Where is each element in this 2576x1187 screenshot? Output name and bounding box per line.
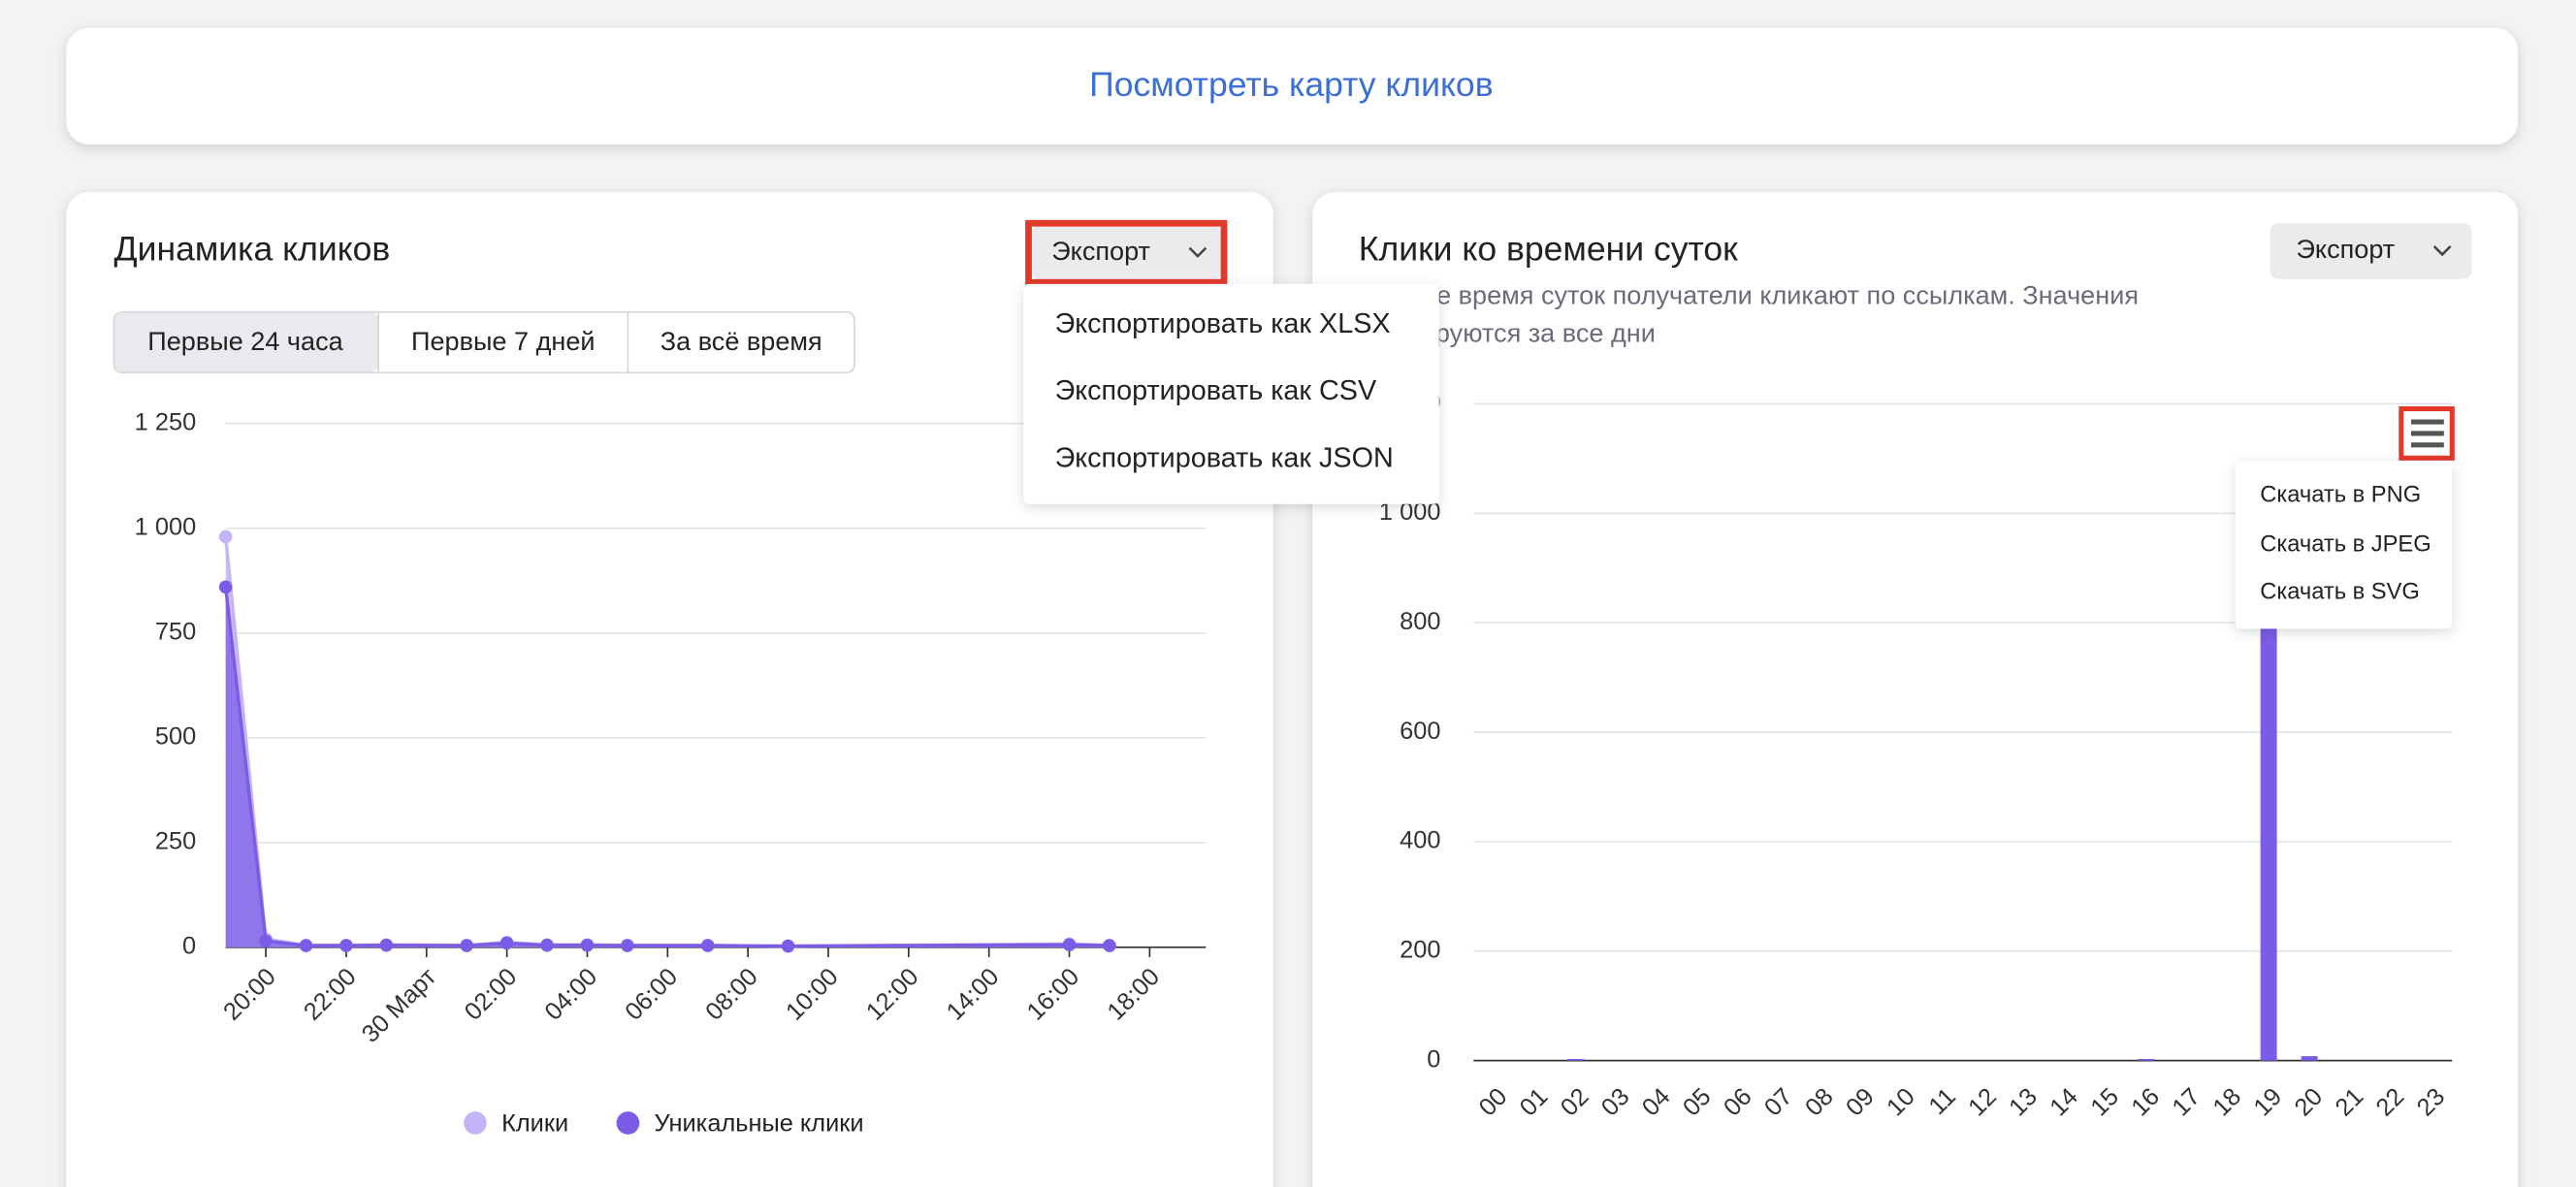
bar [1566,1058,1584,1061]
menu-item[interactable]: Экспортировать как JSON [1055,443,1394,474]
y-tick-label: 500 [155,723,196,751]
card-title: Динамика кликов [114,229,391,268]
export-menu: Экспортировать как XLSX Экспортировать к… [1023,283,1439,504]
point [218,580,233,594]
point [700,939,715,952]
menu-bg [1023,283,1439,504]
menu-item[interactable]: Скачать в SVG [2260,579,2420,604]
y-tick-label: 200 [1400,936,1440,963]
line [223,587,1110,948]
legend-label: Клики [501,1109,568,1137]
y-tick-label: 1 000 [135,513,197,540]
point [299,939,313,952]
point [1103,939,1116,952]
legend-marker [464,1111,487,1135]
tab[interactable]: За всё время [660,326,822,356]
tab-selected-bg [114,312,379,372]
bar [2260,590,2277,1061]
point [1062,938,1077,952]
y-tick-label: 800 [1400,608,1440,635]
y-tick-label: 750 [155,619,196,646]
point [781,939,795,953]
left-card [66,192,1273,1187]
download-menu: Скачать в PNG Скачать в JPEG Скачать в S… [2235,461,2453,629]
menu-item[interactable]: Экспортировать как XLSX [1055,308,1391,339]
button-bg [1031,226,1221,279]
button-label: Экспорт [1051,236,1150,266]
point [499,936,514,950]
menu-item[interactable]: Скачать в PNG [2260,483,2421,508]
export-button[interactable]: Экспорт [2270,223,2472,279]
y-tick-label: 1 250 [135,408,197,435]
point [580,938,595,952]
y-tick-label: 400 [1400,827,1440,854]
card-subtitle: В какое время суток получатели кликают п… [1359,280,2139,310]
legend-marker [616,1111,640,1135]
legend-label: Уникальные клики [655,1109,864,1137]
point [540,938,554,952]
bar [2138,1058,2155,1061]
tab-group: Первые 24 часа Первые 7 дней За всё врем… [113,310,855,374]
button-bg [2270,223,2472,279]
tab[interactable]: Первые 7 дней [411,326,596,356]
y-tick-label: 0 [1427,1045,1440,1073]
y-tick-label: 0 [182,933,196,960]
point [218,529,233,544]
chart-menu-button[interactable] [2399,406,2455,461]
button-label: Экспорт [2296,234,2395,264]
tab[interactable]: Первые 24 часа [147,326,343,356]
y-tick-label: 600 [1400,718,1440,745]
link-card [66,27,2519,144]
chevron [1188,246,1208,258]
card-title: Клики ко времени суток [1359,229,1738,268]
hamburger-icon [2410,419,2444,448]
point [259,934,273,948]
point [379,938,394,952]
menu-item[interactable]: Скачать в JPEG [2260,531,2431,557]
export-button[interactable]: Экспорт [1025,219,1228,286]
y-tick-label: 250 [155,828,196,855]
menu-bg [2235,461,2453,629]
bar [2301,1056,2318,1061]
chevron [2432,245,2452,257]
menu-item[interactable]: Экспортировать как CSV [1055,375,1377,406]
point [621,939,634,952]
highlight-box [1025,219,1228,286]
right-card [1312,192,2519,1187]
heatmap-link[interactable]: Посмотреть карту кликов [1089,65,1493,104]
point [460,939,473,952]
point [339,939,353,952]
